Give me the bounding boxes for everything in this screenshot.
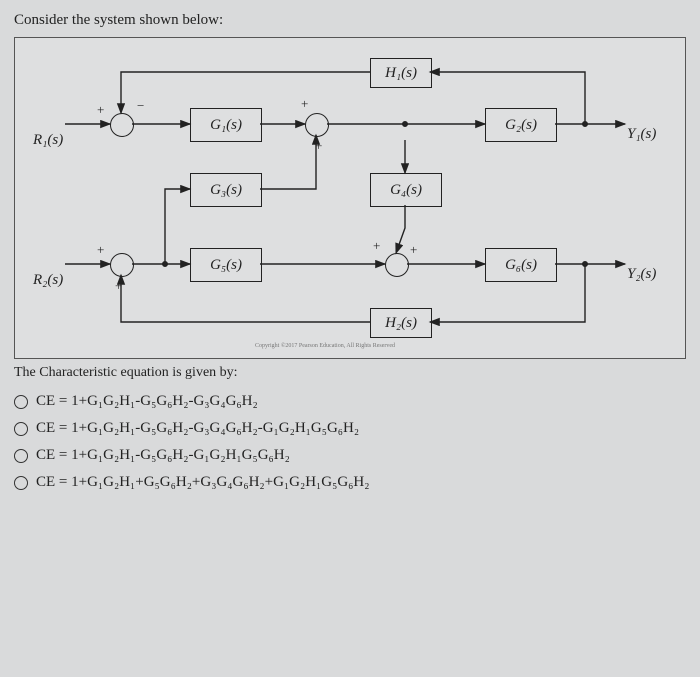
characteristic-equation-text: The Characteristic equation is given by: — [14, 365, 686, 381]
wires-svg — [15, 38, 685, 358]
option-label: CE = 1+G₁G₂H₁-G₅G₆H₂-G₃G₄G₆H₂ — [36, 393, 258, 410]
copyright-text: Copyright ©2017 Pearson Education, All R… — [255, 343, 395, 349]
option-1[interactable]: CE = 1+G₁G₂H₁-G₅G₆H₂-G₃G₄G₆H₂ — [14, 393, 686, 410]
option-3[interactable]: CE = 1+G₁G₂H₁-G₅G₆H₂-G₁G₂H₁G₅G₆H₂ — [14, 447, 686, 464]
option-label: CE = 1+G₁G₂H₁-G₅G₆H₂-G₁G₂H₁G₅G₆H₂ — [36, 447, 290, 464]
radio-icon — [14, 449, 28, 463]
option-label: CE = 1+G₁G₂H₁-G₅G₆H₂-G₃G₄G₆H₂-G₁G₂H₁G₅G₆… — [36, 420, 359, 437]
option-2[interactable]: CE = 1+G₁G₂H₁-G₅G₆H₂-G₃G₄G₆H₂-G₁G₂H₁G₅G₆… — [14, 420, 686, 437]
question-prompt: Consider the system shown below: — [14, 12, 686, 29]
radio-icon — [14, 395, 28, 409]
option-4[interactable]: CE = 1+G₁G₂H₁+G₅G₆H₂+G₃G₄G₆H₂+G₁G₂H₁G₅G₆… — [14, 474, 686, 491]
block-diagram: G₁(s) G₂(s) G₃(s) G₄(s) G₅(s) G₆(s) H₁(s… — [14, 37, 686, 359]
radio-icon — [14, 422, 28, 436]
option-label: CE = 1+G₁G₂H₁+G₅G₆H₂+G₃G₄G₆H₂+G₁G₂H₁G₅G₆… — [36, 474, 369, 491]
radio-icon — [14, 476, 28, 490]
